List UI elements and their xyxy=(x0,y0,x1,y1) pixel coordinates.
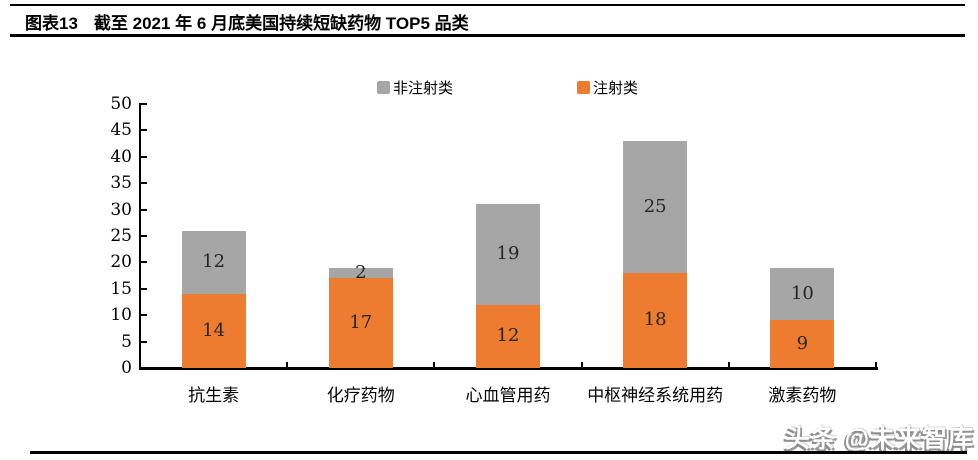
figure-number-label: 图表13 xyxy=(25,14,78,33)
legend-label: 注射类 xyxy=(593,80,639,97)
y-axis-tick-label: 15 xyxy=(110,278,132,299)
y-axis-tick-mark xyxy=(141,287,147,290)
y-axis-tick-label: 5 xyxy=(121,331,132,352)
bar-value-label: 2 xyxy=(355,261,367,283)
bar-segment-non-injectable: 2 xyxy=(328,263,393,281)
bar-value-label: 19 xyxy=(496,243,520,265)
x-axis-tick-mark xyxy=(580,362,583,367)
x-axis-tick-mark xyxy=(727,362,730,367)
bar-segment-injectable: 12 xyxy=(476,304,540,368)
y-axis-tick-label: 40 xyxy=(110,146,132,167)
footer-rule xyxy=(30,451,967,454)
bar-segment-non-injectable: 19 xyxy=(476,204,540,305)
legend-swatch-orange-icon xyxy=(577,81,590,94)
y-axis-tick-mark xyxy=(141,129,147,132)
bar-value-label: 10 xyxy=(790,283,814,305)
bar-value-label: 14 xyxy=(202,320,226,342)
figure-title-row: 图表13 截至 2021 年 6 月底美国持续短缺药物 TOP5 品类 xyxy=(25,9,955,34)
bar-segment-non-injectable: 12 xyxy=(181,230,246,295)
bar-segment-injectable: 14 xyxy=(181,294,246,368)
x-axis-line xyxy=(139,367,878,370)
bar-segment-injectable: 9 xyxy=(770,320,835,368)
y-axis-tick-mark xyxy=(141,155,147,158)
bar-value-label: 18 xyxy=(643,309,667,331)
figure-title: 截至 2021 年 6 月底美国持续短缺药物 TOP5 品类 xyxy=(93,14,469,33)
legend-swatch-gray-icon xyxy=(377,81,390,94)
toutiao-watermark: 头条 @未来智库 xyxy=(784,425,974,453)
y-axis-tick-label: 0 xyxy=(121,358,132,378)
x-axis-tick-mark xyxy=(286,362,289,367)
header-top-rule xyxy=(10,4,965,6)
y-axis-tick-label: 50 xyxy=(110,94,132,114)
y-axis-tick-mark xyxy=(141,235,147,237)
legend-item-injectable: 注射类 xyxy=(577,77,638,98)
header-bottom-rule xyxy=(10,34,965,37)
y-axis-tick-mark xyxy=(141,340,147,343)
bar-value-label: 25 xyxy=(643,195,667,217)
bar-segment-injectable: 18 xyxy=(623,272,688,368)
y-axis-tick-label: 10 xyxy=(110,305,132,326)
bar-segment-injectable: 17 xyxy=(328,278,393,368)
y-axis-line xyxy=(139,103,141,369)
y-axis-tick-label: 35 xyxy=(110,173,132,194)
legend-label: 非注射类 xyxy=(393,80,454,97)
y-axis-tick-mark xyxy=(141,208,147,211)
bar-segment-non-injectable: 10 xyxy=(770,267,835,321)
x-axis-category-label: 化疗药物 xyxy=(326,386,395,405)
x-axis-tick-mark xyxy=(875,362,877,367)
x-axis-category-label: 抗生素 xyxy=(188,386,240,405)
y-axis-tick-mark xyxy=(141,103,147,105)
y-axis-tick-label: 45 xyxy=(110,120,132,141)
x-axis-category-label: 心血管用药 xyxy=(465,386,551,405)
bar-segment-non-injectable: 25 xyxy=(623,140,688,273)
x-axis-tick-mark xyxy=(433,362,436,367)
x-axis-category-label: 中枢神经系统用药 xyxy=(587,386,724,405)
x-axis-category-label: 激素药物 xyxy=(768,386,837,405)
bar-value-label: 12 xyxy=(202,251,226,273)
y-axis-tick-label: 30 xyxy=(110,199,132,220)
y-axis-tick-label: 25 xyxy=(110,226,132,246)
bar-value-label: 17 xyxy=(349,312,373,334)
y-axis-tick-mark xyxy=(141,261,147,264)
bar-value-label: 9 xyxy=(796,333,809,355)
bar-value-label: 12 xyxy=(496,325,520,347)
y-axis-tick-mark xyxy=(141,314,147,317)
y-axis-tick-mark xyxy=(141,182,147,185)
legend-item-non-injectable: 非注射类 xyxy=(377,77,453,98)
y-axis-tick-label: 20 xyxy=(110,252,132,273)
